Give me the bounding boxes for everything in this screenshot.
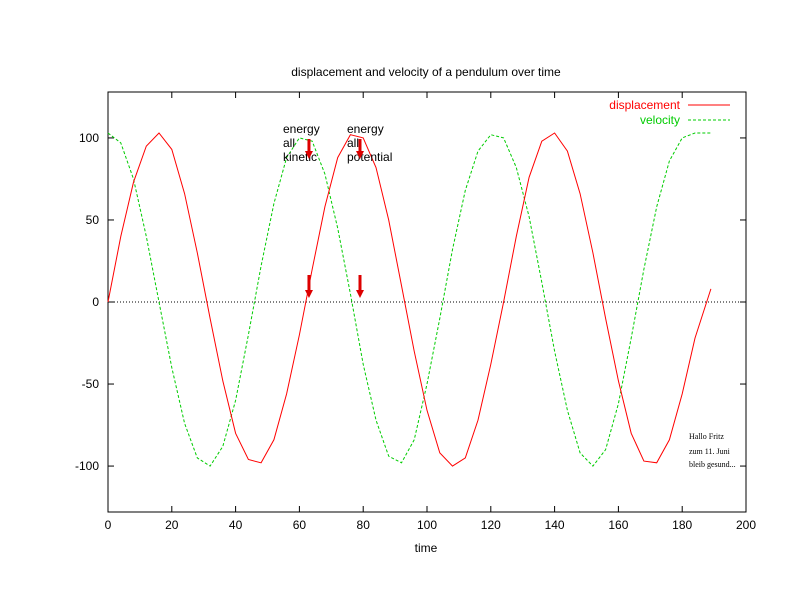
x-tick-label: 0 — [105, 518, 112, 532]
x-tick-label: 180 — [672, 518, 692, 532]
note-line-3: bleib gesund... — [689, 460, 736, 469]
note-line-1: Hallo Fritz — [689, 432, 724, 441]
x-tick-label: 100 — [417, 518, 437, 532]
y-tick-label: -50 — [82, 377, 100, 391]
note-line-2: zum 11. Juni — [689, 447, 731, 456]
annotation-potential-line-3: potential — [347, 150, 392, 164]
y-tick-label: 50 — [86, 213, 100, 227]
legend: displacement velocity — [609, 98, 730, 127]
arrow-head — [356, 290, 365, 298]
arrow-head — [356, 151, 365, 159]
series-displacement-line — [107, 132, 712, 467]
chart-title: displacement and velocity of a pendulum … — [291, 65, 561, 79]
legend-label-displacement: displacement — [609, 98, 680, 112]
x-tick-label: 60 — [293, 518, 307, 532]
series-velocity-line — [107, 132, 711, 467]
axis-ticks — [107, 92, 747, 512]
y-tick-label: 100 — [79, 131, 99, 145]
greeting-note: Hallo Fritz zum 11. Juni bleib gesund... — [689, 432, 736, 469]
x-tick-label: 140 — [545, 518, 565, 532]
legend-label-velocity: velocity — [640, 113, 680, 127]
annotation-arrows — [304, 139, 365, 298]
x-tick-label: 40 — [229, 518, 243, 532]
y-tick-label: -100 — [75, 459, 99, 473]
arrow-head — [304, 151, 313, 159]
x-tick-label: 120 — [481, 518, 501, 532]
arrow-head — [304, 290, 313, 298]
y-tick-label: 0 — [92, 295, 99, 309]
x-axis-label: time — [415, 541, 438, 555]
annotation-potential-line-1: energy — [347, 122, 384, 136]
axis-tick-labels: 0 20 40 60 80 100 120 140 160 180 200 100 50 0 -50 -100 — [75, 131, 756, 532]
annotation-kinetic-line-1: energy — [283, 122, 320, 136]
annotation-potential-line-2: all — [347, 136, 359, 150]
x-tick-label: 80 — [357, 518, 371, 532]
annotation-energy-kinetic: energy all kinetic — [283, 122, 320, 164]
x-tick-label: 20 — [165, 518, 179, 532]
x-tick-label: 160 — [608, 518, 628, 532]
annotation-energy-potential: energy all potential — [347, 122, 392, 164]
annotation-kinetic-line-2: all — [283, 136, 295, 150]
x-tick-label: 200 — [736, 518, 756, 532]
